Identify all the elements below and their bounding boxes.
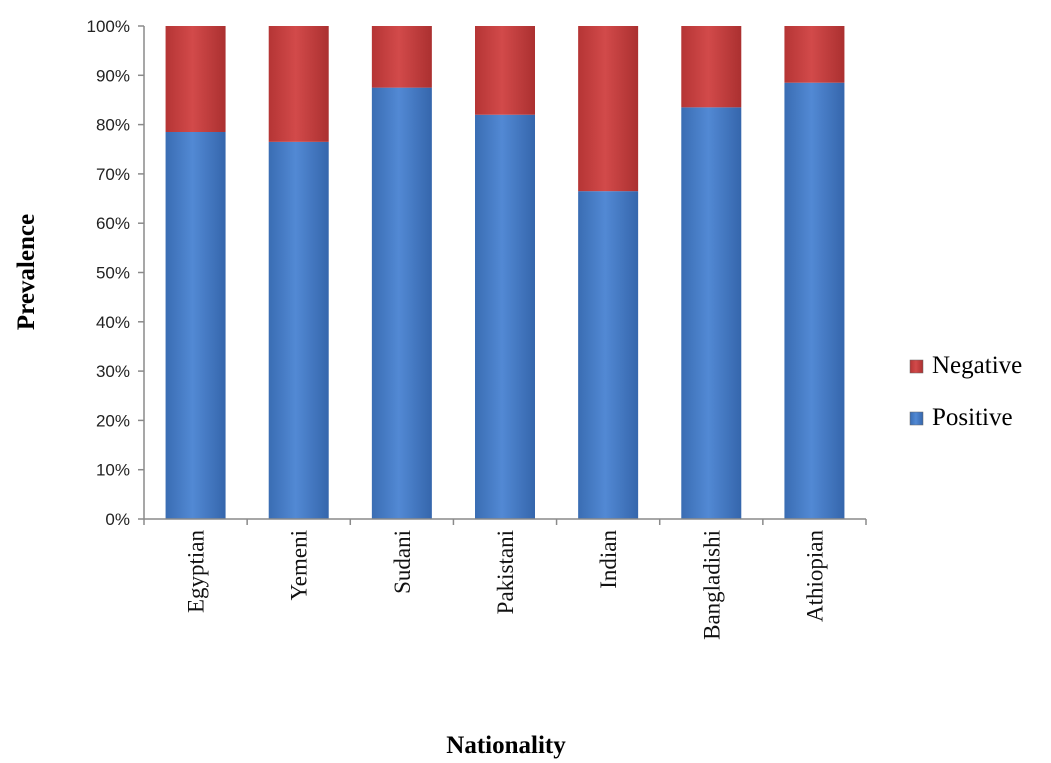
x-tick-label: Egyptian: [184, 530, 209, 614]
x-axis-title: Nationality: [446, 732, 566, 759]
x-tick-label: Yemeni: [287, 530, 312, 601]
bar-negative-indian: [578, 26, 639, 192]
bar-positive-yemeni: [268, 141, 329, 520]
legend-swatch-positive: [909, 411, 924, 426]
y-tick-label: 30%: [96, 362, 130, 381]
x-tick-label: Pakistani: [493, 530, 518, 614]
bar-negative-yemeni: [268, 26, 329, 142]
bar-positive-indian: [578, 191, 639, 519]
legend-label-positive: Positive: [932, 404, 1013, 431]
bar-negative-bangladishi: [681, 26, 742, 108]
y-tick-label: 90%: [96, 66, 130, 85]
y-axis-title: Prevalence: [13, 214, 40, 330]
y-tick-label: 70%: [96, 165, 130, 184]
legend-label-negative: Negative: [932, 352, 1022, 379]
bar-positive-bangladishi: [681, 107, 742, 519]
bar-negative-egyptian: [165, 26, 226, 132]
bar-negative-athiopian: [784, 26, 845, 83]
y-tick-label: 100%: [87, 17, 130, 36]
bar-positive-egyptian: [165, 131, 226, 519]
x-tick-label: Sudani: [390, 530, 415, 594]
x-tick-label: Bangladishi: [699, 530, 724, 640]
bar-positive-pakistani: [475, 114, 535, 520]
y-tick-label: 50%: [96, 264, 130, 283]
y-tick-label: 60%: [96, 214, 130, 233]
x-tick-label: Indian: [596, 530, 621, 589]
y-tick-label: 80%: [96, 116, 130, 135]
legend-swatch-negative: [909, 359, 924, 374]
bars: [165, 26, 845, 520]
y-tick-label: 10%: [96, 461, 130, 480]
bar-positive-athiopian: [784, 82, 845, 519]
legend: Negative Positive: [909, 352, 1022, 431]
x-tick-label: Athiopian: [802, 530, 827, 622]
y-tick-label: 40%: [96, 313, 130, 332]
y-tick-label: 20%: [96, 411, 130, 430]
bar-positive-sudani: [371, 87, 432, 519]
axis-labels: Egyptian Yemeni Sudani Pakistani Indian Bangl…: [13, 17, 827, 759]
bar-negative-sudani: [371, 26, 432, 88]
axes: [138, 25, 867, 525]
bar-negative-pakistani: [475, 26, 535, 115]
y-tick-label: 0%: [105, 510, 130, 529]
